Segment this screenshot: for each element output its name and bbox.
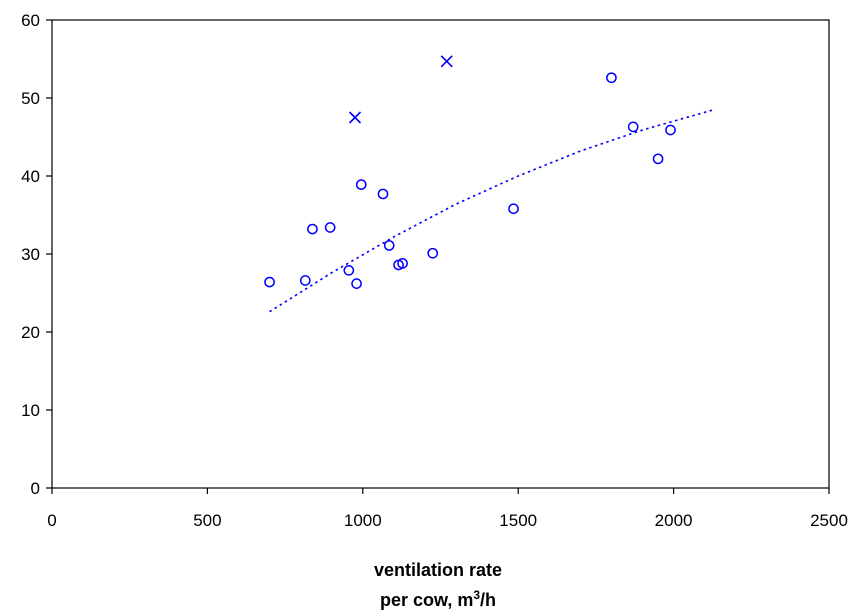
- data-point-cross: [348, 111, 362, 124]
- data-point-circle: [508, 203, 519, 215]
- y-tick-label: 40: [21, 167, 40, 186]
- x-tick-label: 0: [47, 511, 56, 530]
- trendline: [269, 108, 715, 313]
- data-point-circle: [351, 278, 362, 289]
- x-axis-label-line2-text: per cow, m: [379, 590, 474, 610]
- x-axis-label-superscript: 3: [473, 588, 481, 602]
- x-tick-label: 500: [193, 511, 221, 530]
- data-point-cross: [440, 55, 453, 68]
- data-point-circle: [652, 153, 664, 165]
- data-point-circle: [299, 275, 311, 286]
- y-tick-label: 0: [31, 479, 40, 498]
- y-tick-label: 30: [21, 245, 40, 264]
- data-point-circle: [324, 222, 336, 233]
- data-point-circle: [343, 265, 355, 276]
- x-axis-label-line2: per cow, m3/h: [0, 588, 856, 611]
- data-point-circle: [606, 72, 617, 84]
- data-point-circle: [627, 121, 639, 133]
- scatter-chart: 0 10 20 30 40 50 60 0 500 1000 1500 2000 2500: [21, 11, 848, 530]
- plot-frame: [51, 19, 830, 489]
- x-tick-label: 1500: [499, 511, 537, 530]
- data-point-circle: [383, 240, 395, 251]
- trendline-path: [269, 108, 715, 313]
- tick-labels: 0 10 20 30 40 50 60 0 500 1000 1500 2000 2500: [21, 11, 848, 530]
- data-point-circle: [355, 179, 367, 190]
- x-tick-label: 2000: [655, 511, 693, 530]
- y-tick-label: 50: [21, 89, 40, 108]
- x-tick-label: 2500: [810, 511, 848, 530]
- data-point-circle: [665, 124, 676, 136]
- x-tick-label: 1000: [344, 511, 382, 530]
- data-point-circle: [307, 223, 318, 235]
- y-tick-label: 10: [21, 401, 40, 420]
- y-tick-label: 60: [21, 11, 40, 30]
- y-tick-label: 20: [21, 323, 40, 342]
- axes: [46, 19, 830, 494]
- x-axis-label-line2-unit: /h: [480, 590, 497, 610]
- data-point-circle: [427, 247, 439, 259]
- data-point-circle: [377, 188, 389, 200]
- data-point-circle: [264, 276, 275, 288]
- data-point-circle: [397, 258, 408, 269]
- data-points: [264, 55, 676, 289]
- x-axis-label-line1: ventilation rate: [373, 560, 503, 580]
